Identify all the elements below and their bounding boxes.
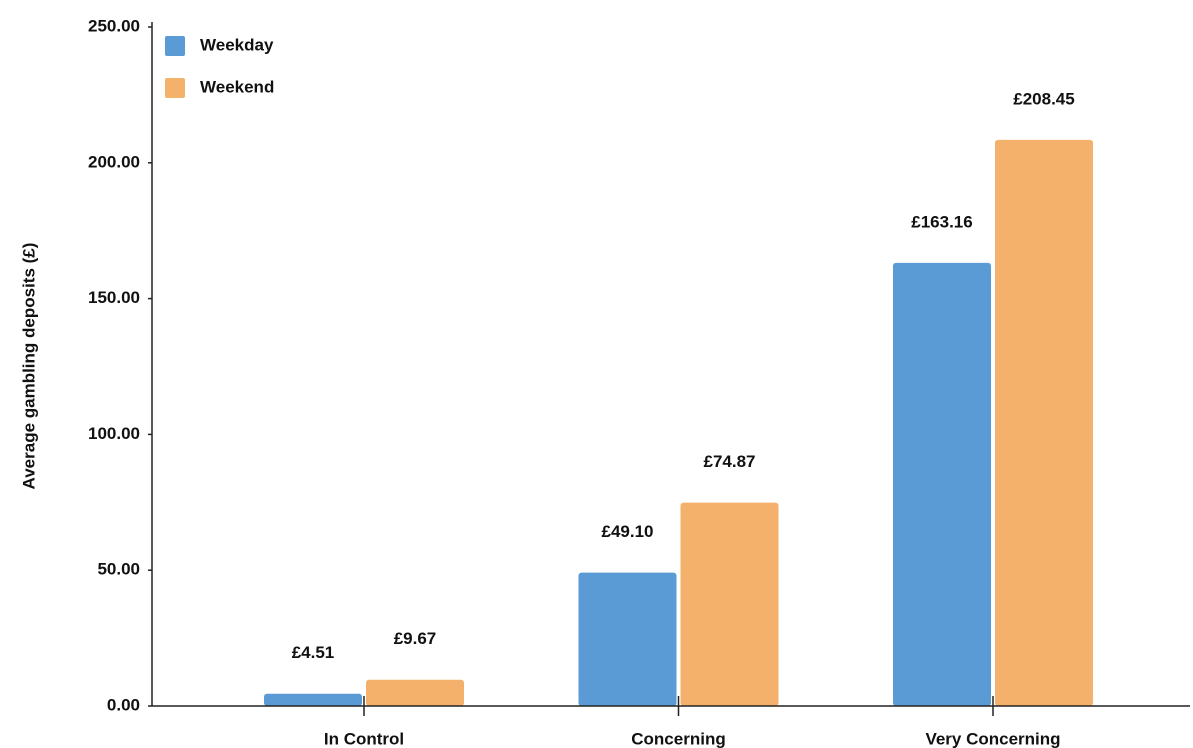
value-label: £4.51	[292, 643, 335, 662]
bar	[893, 262, 991, 706]
x-tick-label: Very Concerning	[925, 729, 1060, 748]
y-tick-label: 50.00	[97, 560, 140, 579]
x-tick-label: Concerning	[631, 729, 725, 748]
legend-swatch	[165, 78, 185, 98]
y-tick-label: 0.00	[107, 695, 140, 714]
value-label: £9.67	[394, 629, 437, 648]
legend-label: Weekday	[200, 35, 274, 54]
bar	[680, 502, 779, 706]
y-tick-label: 100.00	[88, 424, 140, 443]
bar	[366, 679, 464, 706]
bar	[578, 572, 677, 706]
y-axis-label: Average gambling deposits (£)	[19, 243, 38, 490]
value-label: £49.10	[602, 522, 654, 541]
bar	[995, 139, 1093, 706]
bar	[264, 693, 362, 706]
value-label: £208.45	[1013, 89, 1074, 108]
value-label: £163.16	[911, 212, 972, 231]
y-tick-label: 250.00	[88, 16, 140, 35]
legend-swatch	[165, 36, 185, 56]
y-tick-label: 200.00	[88, 152, 140, 171]
legend-label: Weekend	[200, 77, 274, 96]
y-tick-label: 150.00	[88, 288, 140, 307]
value-label: £74.87	[704, 452, 756, 471]
x-tick-label: In Control	[324, 729, 404, 748]
